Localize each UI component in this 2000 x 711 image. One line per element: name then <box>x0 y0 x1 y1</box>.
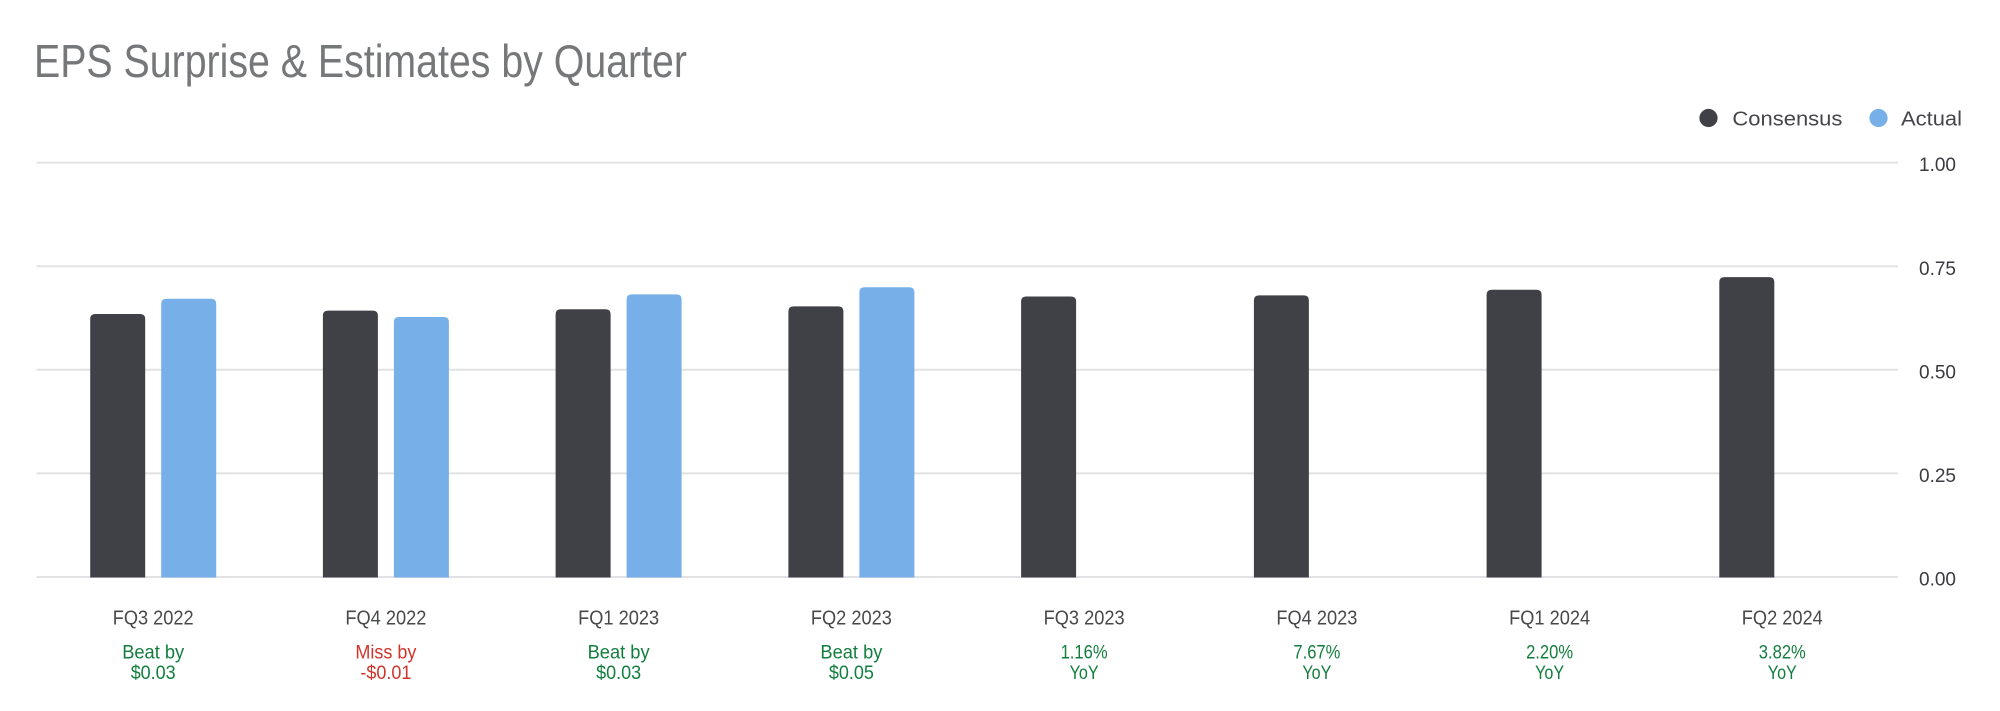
svg-text:7.67%: 7.67% <box>1293 642 1340 664</box>
svg-text:FQ2 2023: FQ2 2023 <box>811 608 892 630</box>
svg-text:2.20%: 2.20% <box>1526 642 1573 664</box>
svg-text:FQ1 2023: FQ1 2023 <box>578 608 659 630</box>
svg-text:FQ2 2024: FQ2 2024 <box>1742 608 1823 630</box>
svg-text:$0.05: $0.05 <box>829 662 874 684</box>
svg-text:1.16%: 1.16% <box>1061 642 1108 664</box>
svg-text:Beat by: Beat by <box>122 642 184 664</box>
svg-text:FQ4 2022: FQ4 2022 <box>345 608 426 630</box>
svg-text:EPS Surprise & Estimates by Qu: EPS Surprise & Estimates by Quarter <box>34 35 687 87</box>
svg-text:0.75: 0.75 <box>1919 259 1956 280</box>
svg-text:0.25: 0.25 <box>1919 466 1956 487</box>
svg-text:Beat by: Beat by <box>820 642 882 664</box>
svg-text:Miss by: Miss by <box>355 642 416 664</box>
svg-text:FQ3 2023: FQ3 2023 <box>1044 608 1125 630</box>
svg-text:Consensus: Consensus <box>1732 108 1842 131</box>
svg-text:FQ1 2024: FQ1 2024 <box>1509 608 1590 630</box>
svg-text:YoY: YoY <box>1535 662 1564 684</box>
svg-text:FQ3 2022: FQ3 2022 <box>113 608 194 630</box>
svg-text:0.00: 0.00 <box>1919 570 1956 591</box>
svg-text:$0.03: $0.03 <box>131 662 176 684</box>
svg-text:FQ4 2023: FQ4 2023 <box>1276 608 1357 630</box>
svg-text:Beat by: Beat by <box>588 642 650 664</box>
svg-text:3.82%: 3.82% <box>1759 642 1806 664</box>
svg-text:0.50: 0.50 <box>1919 362 1956 383</box>
svg-text:1.00: 1.00 <box>1919 155 1956 176</box>
svg-text:Actual: Actual <box>1901 108 1962 131</box>
svg-text:$0.03: $0.03 <box>596 662 641 684</box>
svg-text:YoY: YoY <box>1768 662 1797 684</box>
svg-text:YoY: YoY <box>1302 662 1331 684</box>
svg-text:-$0.01: -$0.01 <box>360 662 411 684</box>
svg-text:YoY: YoY <box>1070 662 1099 684</box>
